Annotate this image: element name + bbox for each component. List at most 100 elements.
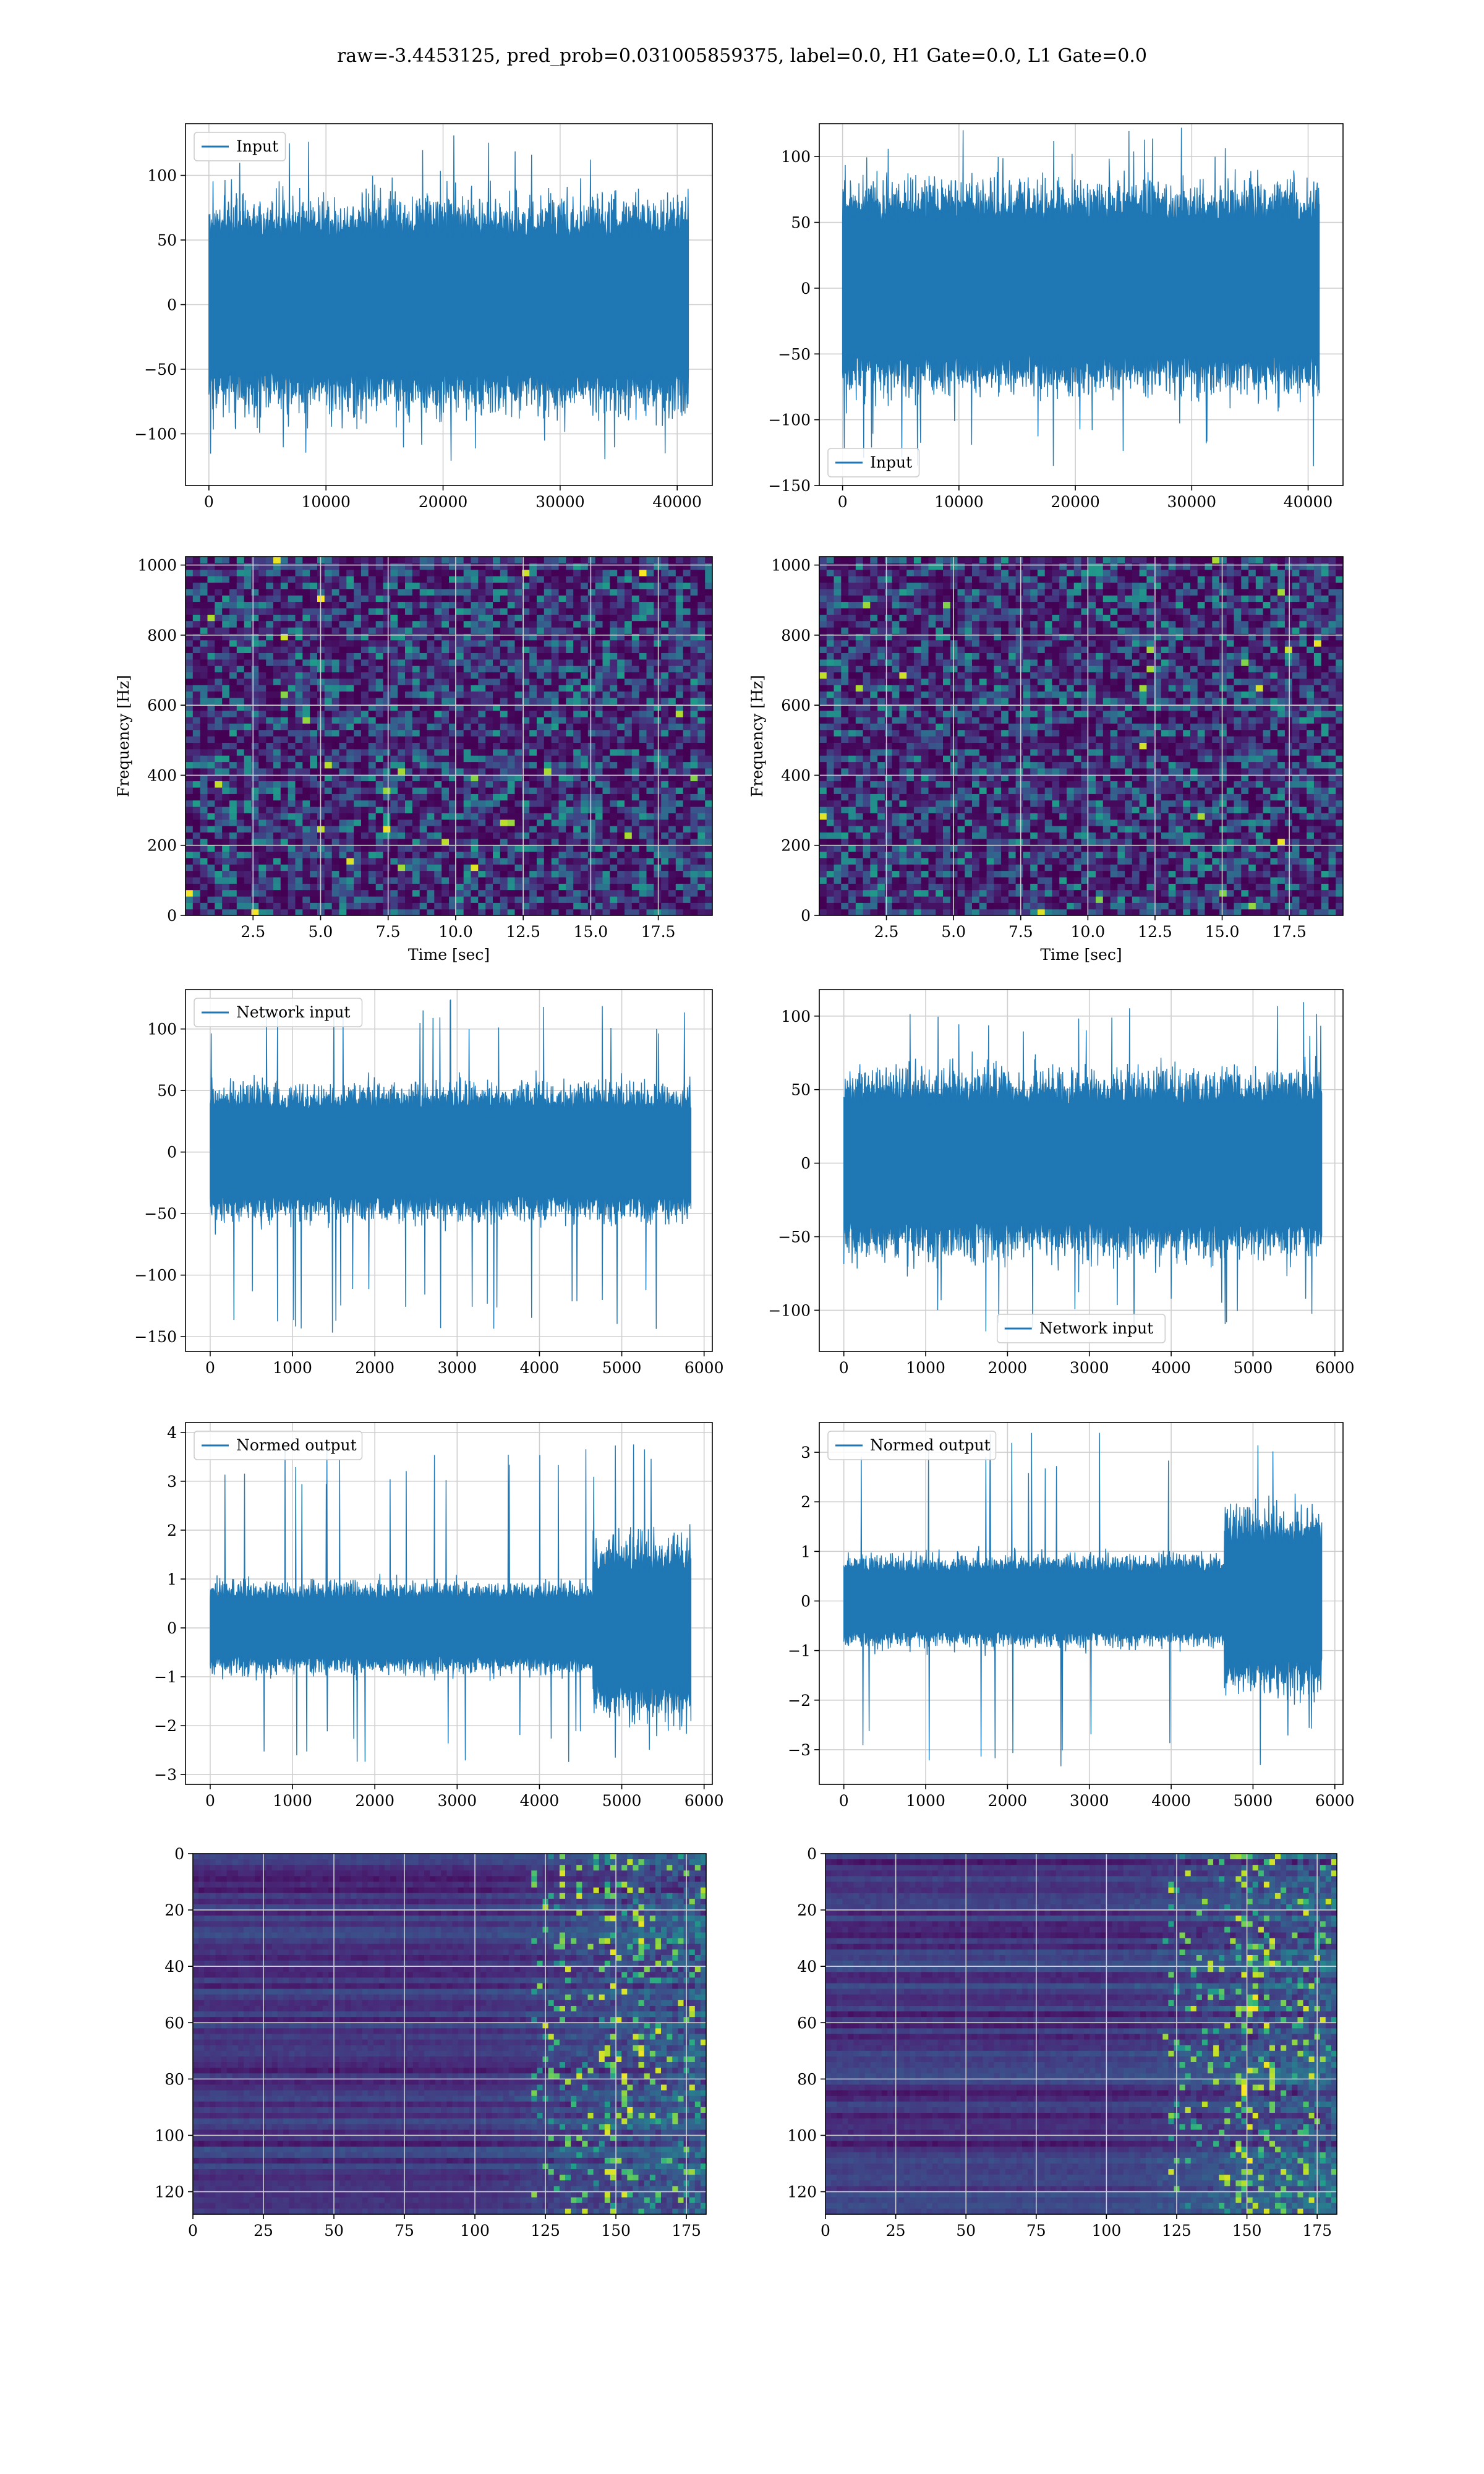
heatmap-cell — [595, 653, 603, 660]
heatmap-cell — [610, 838, 618, 845]
heatmap-cell — [602, 864, 610, 871]
heatmap-cell — [354, 627, 362, 634]
heatmap-cell — [339, 646, 347, 653]
heatmap-cell — [1059, 889, 1067, 897]
heatmap-cell — [251, 845, 259, 852]
heatmap-cell — [215, 640, 223, 647]
heatmap-cell — [354, 838, 362, 845]
heatmap-cell — [906, 909, 915, 915]
heatmap-cell — [537, 607, 545, 615]
heatmap-cell — [587, 838, 596, 845]
heatmap-cell — [551, 781, 560, 788]
heatmap-cell — [471, 640, 479, 647]
heatmap-cell — [419, 755, 428, 763]
heatmap-cell — [1219, 889, 1227, 897]
heatmap-cell — [1023, 870, 1031, 878]
heatmap-cell — [361, 845, 369, 852]
heatmap-cell — [675, 557, 684, 563]
heatmap-cell — [1161, 857, 1169, 865]
heatmap-cell — [1168, 864, 1177, 871]
heatmap-cell — [288, 697, 296, 704]
heatmap-cell — [500, 909, 508, 915]
heatmap-cell — [354, 883, 362, 891]
heatmap-cell — [236, 838, 245, 845]
heatmap-cell — [368, 646, 377, 653]
heatmap-cell — [595, 851, 603, 858]
heatmap-cell — [675, 563, 684, 570]
heatmap-cell — [654, 716, 662, 724]
heatmap-cell — [1023, 876, 1031, 884]
heatmap-cell — [683, 909, 691, 915]
heatmap-cell — [236, 685, 245, 692]
heatmap-cell — [683, 672, 691, 679]
heatmap-cell — [1037, 909, 1046, 915]
heatmap-cell — [631, 755, 640, 763]
heatmap-cell — [222, 685, 230, 692]
heatmap-cell — [921, 864, 929, 871]
heatmap-cell — [1183, 857, 1191, 865]
heatmap-cell — [654, 697, 662, 704]
heatmap-cell — [544, 826, 552, 833]
heatmap-cell — [244, 627, 252, 634]
heatmap-cell — [1073, 857, 1082, 865]
heatmap-cell — [339, 569, 347, 576]
heatmap-cell — [288, 896, 296, 903]
heatmap-cell — [1023, 883, 1031, 891]
heatmap-cell — [186, 761, 194, 769]
heatmap-cell — [870, 909, 878, 915]
heatmap-cell — [302, 710, 310, 717]
heatmap-cell — [339, 710, 347, 717]
heatmap-cell — [631, 729, 640, 737]
heatmap-cell — [573, 653, 581, 660]
heatmap-cell — [244, 838, 252, 845]
heatmap-cell — [478, 588, 486, 596]
heatmap-cell — [251, 794, 259, 801]
heatmap-cell — [398, 851, 406, 858]
heatmap-cell — [186, 653, 194, 660]
heatmap-cell — [625, 640, 633, 647]
heatmap-cell — [361, 768, 369, 775]
heatmap-cell — [1168, 870, 1177, 878]
heatmap-cell — [683, 761, 691, 769]
heatmap-cell — [507, 742, 516, 750]
heatmap-cell — [368, 748, 377, 756]
heatmap-cell — [892, 864, 900, 871]
heatmap-cell — [841, 909, 849, 915]
heatmap-cell — [310, 768, 318, 775]
heatmap-cell — [222, 666, 230, 673]
heatmap-cell — [310, 595, 318, 602]
heatmap-cell — [295, 563, 303, 570]
heatmap-cell — [544, 902, 552, 910]
heatmap-cell — [529, 813, 537, 820]
heatmap-cell — [1234, 909, 1242, 915]
heatmap-cell — [324, 678, 333, 685]
heatmap-cell — [441, 851, 450, 858]
heatmap-cell — [1088, 870, 1096, 878]
heatmap-cell — [514, 742, 522, 750]
heatmap-cell — [222, 889, 230, 897]
heatmap-cell — [266, 896, 274, 903]
heatmap-cell — [631, 826, 640, 833]
heatmap-cell — [215, 620, 223, 628]
heatmap-cell — [456, 883, 464, 891]
heatmap-cell — [602, 755, 610, 763]
heatmap-cell — [310, 640, 318, 647]
heatmap-cell — [972, 909, 980, 915]
heatmap-cell — [310, 697, 318, 704]
heatmap-cell — [1168, 883, 1177, 891]
heatmap-cell — [936, 896, 944, 903]
heatmap-cell — [441, 710, 450, 717]
heatmap-cell — [346, 755, 354, 763]
heatmap-cell — [266, 819, 274, 826]
heatmap-cell — [1073, 883, 1082, 891]
heatmap-cell — [972, 883, 980, 891]
heatmap-cell — [280, 640, 289, 647]
heatmap-cell — [631, 614, 640, 622]
heatmap-cell — [266, 627, 274, 634]
heatmap-cell — [587, 704, 596, 711]
heatmap-cell — [1336, 870, 1343, 878]
heatmap-cell — [1073, 864, 1082, 871]
heatmap-cell — [617, 857, 625, 865]
heatmap-cell — [558, 588, 566, 596]
heatmap-cell — [1081, 851, 1089, 858]
